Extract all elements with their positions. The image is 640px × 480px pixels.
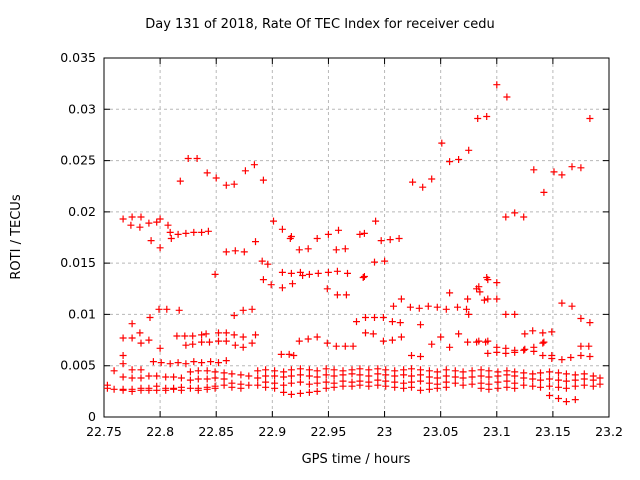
x-tick-label: 22.85 <box>198 424 234 439</box>
gridlines <box>104 58 609 417</box>
x-tick-label: 23 <box>377 424 393 439</box>
data-points <box>103 81 604 406</box>
y-tick-label: 0.01 <box>68 306 96 321</box>
x-tick-label: 22.95 <box>311 424 347 439</box>
x-tick-label: 22.8 <box>146 424 174 439</box>
y-tick-labels: 0 0.005 0.01 0.015 0.02 0.025 0.03 0.035 <box>60 50 96 424</box>
x-tick-label: 23.05 <box>423 424 459 439</box>
y-tick-label: 0.035 <box>60 50 96 65</box>
y-tick-label: 0.005 <box>60 358 96 373</box>
plot-border <box>103 57 610 418</box>
y-tick-label: 0.03 <box>68 101 96 116</box>
x-tick-label: 23.1 <box>483 424 511 439</box>
y-tick-label: 0.02 <box>68 204 96 219</box>
x-tick-labels: 22.75 22.8 22.85 22.9 22.95 23 23.05 23.1 23.15 2… <box>86 424 623 439</box>
y-tick-label: 0.015 <box>60 255 96 270</box>
y-tick-label: 0.025 <box>60 153 96 168</box>
x-tick-label: 23.2 <box>595 424 623 439</box>
chart-title: Day 131 of 2018, Rate Of TEC Index for r… <box>145 17 495 32</box>
x-tick-label: 23.15 <box>535 424 571 439</box>
y-axis-label: ROTI / TECUs <box>9 194 24 279</box>
y-tick-label: 0 <box>88 409 96 424</box>
x-tick-label: 22.9 <box>258 424 286 439</box>
x-tick-label: 22.75 <box>86 424 122 439</box>
x-axis-label: GPS time / hours <box>302 452 411 467</box>
grid-path <box>104 58 609 417</box>
